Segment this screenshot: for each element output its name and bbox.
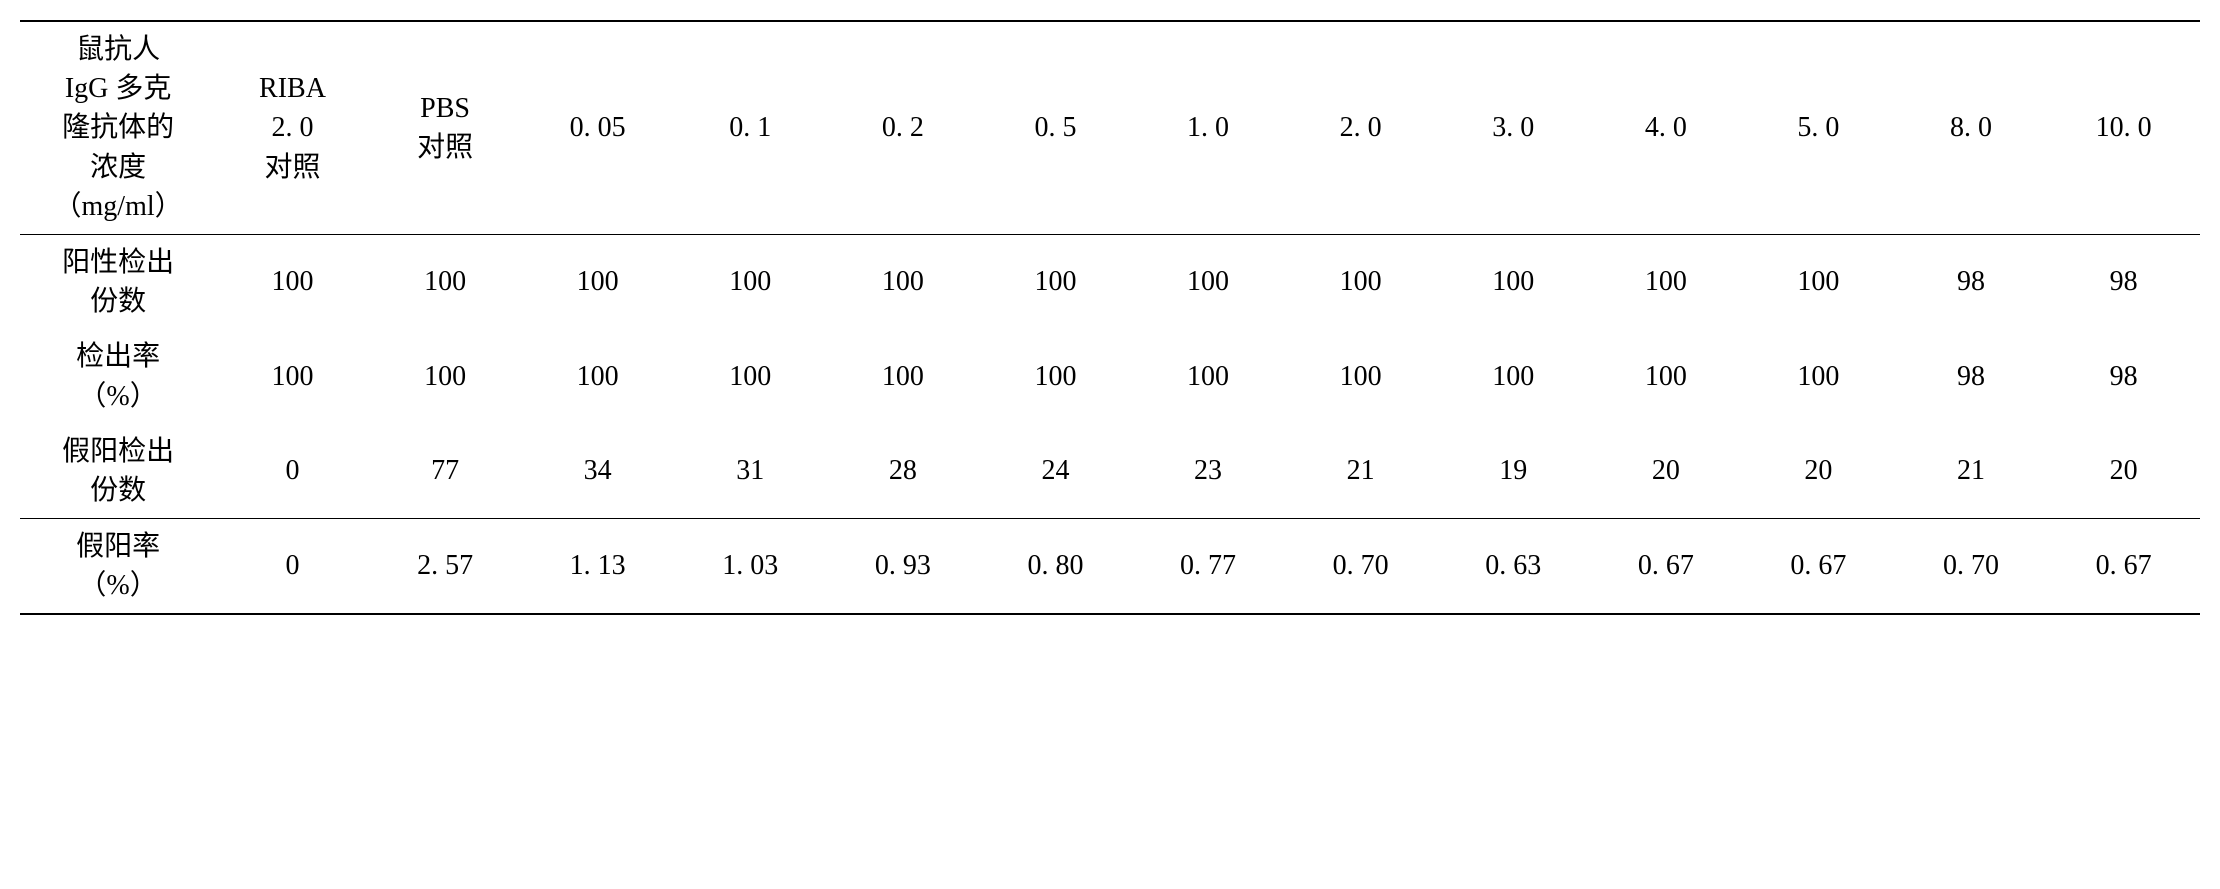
cell: 21 xyxy=(1895,424,2048,519)
cell: 100 xyxy=(1437,329,1590,423)
cell: 31 xyxy=(674,424,827,519)
cell: 20 xyxy=(1742,424,1895,519)
cell: 98 xyxy=(2047,234,2200,329)
row-label-3: 假阳率（%） xyxy=(20,519,216,615)
table-row: 假阳率（%） 0 2. 57 1. 13 1. 03 0. 93 0. 80 0… xyxy=(20,519,2200,615)
cell: 0 xyxy=(216,424,369,519)
cell: 28 xyxy=(827,424,980,519)
cell: 0. 67 xyxy=(1590,519,1743,615)
table-row: 阳性检出份数 100 100 100 100 100 100 100 100 1… xyxy=(20,234,2200,329)
cell: 100 xyxy=(216,329,369,423)
cell: 100 xyxy=(1132,329,1285,423)
table-row: 假阳检出份数 0 77 34 31 28 24 23 21 19 20 20 2… xyxy=(20,424,2200,519)
cell: 19 xyxy=(1437,424,1590,519)
cell: 100 xyxy=(1590,329,1743,423)
cell: 0. 63 xyxy=(1437,519,1590,615)
cell: 98 xyxy=(1895,329,2048,423)
col-header-7: 1. 0 xyxy=(1132,21,1285,234)
table-row: 检出率（%） 100 100 100 100 100 100 100 100 1… xyxy=(20,329,2200,423)
cell: 100 xyxy=(1284,234,1437,329)
row-label-2: 假阳检出份数 xyxy=(20,424,216,519)
data-table: 鼠抗人IgG 多克隆抗体的浓度（mg/ml） RIBA2. 0对照 PBS对照 … xyxy=(20,20,2200,615)
cell: 100 xyxy=(979,329,1132,423)
col-header-10: 4. 0 xyxy=(1590,21,1743,234)
cell: 100 xyxy=(1437,234,1590,329)
col-header-0: 鼠抗人IgG 多克隆抗体的浓度（mg/ml） xyxy=(20,21,216,234)
col-header-5: 0. 2 xyxy=(827,21,980,234)
cell: 20 xyxy=(1590,424,1743,519)
col-header-12: 8. 0 xyxy=(1895,21,2048,234)
cell: 34 xyxy=(521,424,674,519)
cell: 24 xyxy=(979,424,1132,519)
cell: 100 xyxy=(521,234,674,329)
cell: 98 xyxy=(2047,329,2200,423)
cell: 100 xyxy=(827,234,980,329)
col-header-2: PBS对照 xyxy=(369,21,522,234)
cell: 0. 70 xyxy=(1895,519,2048,615)
cell: 1. 03 xyxy=(674,519,827,615)
cell: 100 xyxy=(521,329,674,423)
cell: 21 xyxy=(1284,424,1437,519)
cell: 100 xyxy=(216,234,369,329)
col-header-9: 3. 0 xyxy=(1437,21,1590,234)
cell: 100 xyxy=(674,234,827,329)
cell: 23 xyxy=(1132,424,1285,519)
cell: 100 xyxy=(1590,234,1743,329)
cell: 0. 77 xyxy=(1132,519,1285,615)
header-row: 鼠抗人IgG 多克隆抗体的浓度（mg/ml） RIBA2. 0对照 PBS对照 … xyxy=(20,21,2200,234)
cell: 100 xyxy=(369,234,522,329)
cell: 1. 13 xyxy=(521,519,674,615)
cell: 0. 80 xyxy=(979,519,1132,615)
col-header-13: 10. 0 xyxy=(2047,21,2200,234)
col-header-4: 0. 1 xyxy=(674,21,827,234)
cell: 0. 67 xyxy=(2047,519,2200,615)
cell: 77 xyxy=(369,424,522,519)
cell: 0. 93 xyxy=(827,519,980,615)
cell: 100 xyxy=(369,329,522,423)
row-label-0: 阳性检出份数 xyxy=(20,234,216,329)
col-header-6: 0. 5 xyxy=(979,21,1132,234)
cell: 100 xyxy=(1742,329,1895,423)
cell: 2. 57 xyxy=(369,519,522,615)
row-label-1: 检出率（%） xyxy=(20,329,216,423)
col-header-8: 2. 0 xyxy=(1284,21,1437,234)
cell: 98 xyxy=(1895,234,2048,329)
col-header-3: 0. 05 xyxy=(521,21,674,234)
cell: 0. 70 xyxy=(1284,519,1437,615)
col-header-1: RIBA2. 0对照 xyxy=(216,21,369,234)
cell: 100 xyxy=(1132,234,1285,329)
cell: 0 xyxy=(216,519,369,615)
cell: 20 xyxy=(2047,424,2200,519)
col-header-11: 5. 0 xyxy=(1742,21,1895,234)
cell: 100 xyxy=(979,234,1132,329)
cell: 100 xyxy=(674,329,827,423)
cell: 100 xyxy=(1742,234,1895,329)
cell: 100 xyxy=(827,329,980,423)
cell: 0. 67 xyxy=(1742,519,1895,615)
cell: 100 xyxy=(1284,329,1437,423)
